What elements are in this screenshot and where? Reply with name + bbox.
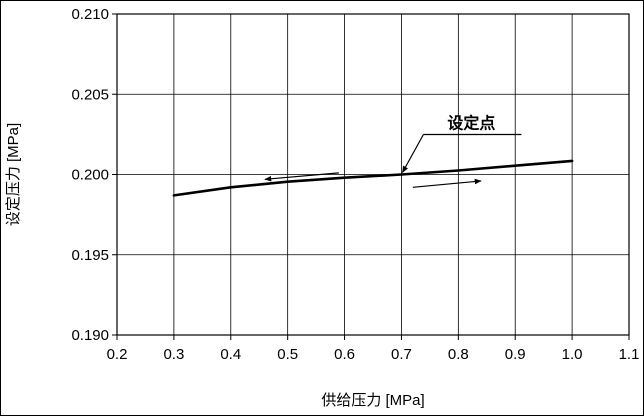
y-axis-label: 设定压力 [MPa] — [5, 123, 22, 226]
x-axis-label: 供给压力 [MPa] — [321, 392, 424, 409]
y-tick-label: 0.190 — [71, 327, 109, 344]
series-line-0 — [172, 159, 574, 197]
direction-arrow-right — [412, 178, 482, 188]
x-axis-ticks: 0.2 0.3 0.4 0.5 0.6 0.7 0.8 0.9 1.0 1.1 — [107, 335, 640, 363]
grid — [116, 13, 630, 336]
annotations: 设定点 — [264, 114, 522, 188]
y-axis-ticks: 0.190 0.195 0.200 0.205 0.210 — [71, 6, 117, 344]
annotation-leader — [401, 134, 424, 174]
direction-arrow-left — [264, 172, 339, 182]
y-tick-label: 0.205 — [71, 86, 109, 103]
y-tick-label: 0.210 — [71, 6, 109, 23]
annotation-label: 设定点 — [447, 114, 495, 133]
series-layer — [172, 159, 574, 197]
x-tick-label: 1.0 — [562, 346, 583, 363]
x-tick-label: 0.5 — [277, 346, 298, 363]
x-tick-label: 0.2 — [107, 346, 128, 363]
x-tick-label: 0.4 — [220, 346, 241, 363]
x-tick-label: 0.7 — [391, 346, 412, 363]
y-tick-label: 0.195 — [71, 247, 109, 264]
x-tick-label: 0.8 — [448, 346, 469, 363]
y-tick-label: 0.200 — [71, 167, 109, 184]
x-tick-label: 0.3 — [163, 346, 184, 363]
x-tick-label: 1.1 — [619, 346, 640, 363]
x-tick-label: 0.6 — [334, 346, 355, 363]
x-tick-label: 0.9 — [505, 346, 526, 363]
